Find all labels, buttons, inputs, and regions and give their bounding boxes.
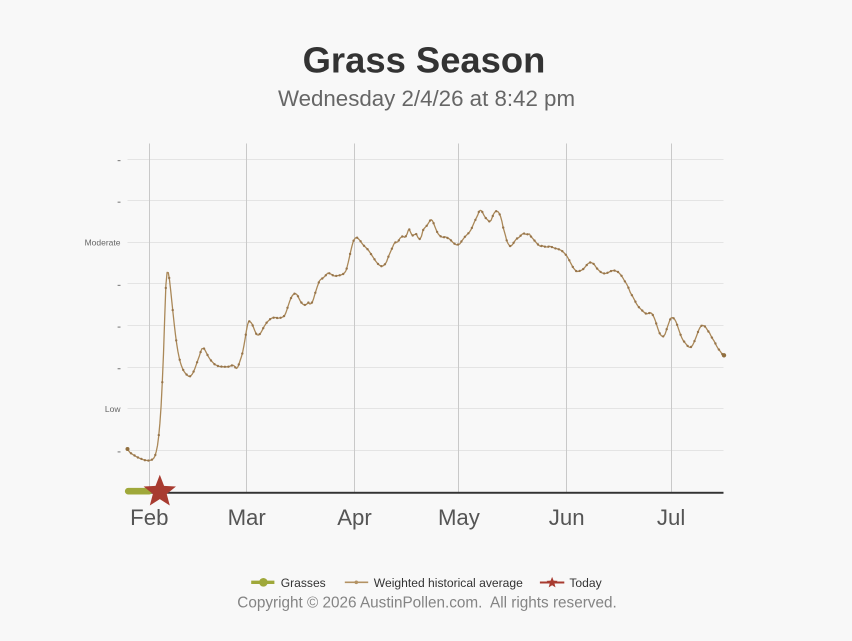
svg-text:Feb: Feb (130, 505, 168, 530)
svg-text:Jun: Jun (549, 505, 585, 530)
svg-text:Weighted historical average: Weighted historical average (374, 576, 523, 590)
svg-text:Copyright © 2026 AustinPollen.: Copyright © 2026 AustinPollen.com. All r… (237, 595, 616, 612)
svg-text:Grass Season: Grass Season (303, 40, 546, 81)
svg-text:Mar: Mar (228, 505, 267, 530)
svg-text:Grasses: Grasses (281, 576, 326, 590)
svg-text:May: May (438, 505, 481, 530)
svg-text:Apr: Apr (337, 505, 372, 530)
svg-text:Moderate: Moderate (85, 237, 121, 247)
svg-text:Wednesday 2/4/26 at 8:42 pm: Wednesday 2/4/26 at 8:42 pm (278, 86, 575, 111)
svg-text:Today: Today (569, 576, 602, 590)
svg-text:Low: Low (105, 404, 121, 414)
svg-text:Jul: Jul (657, 505, 685, 530)
